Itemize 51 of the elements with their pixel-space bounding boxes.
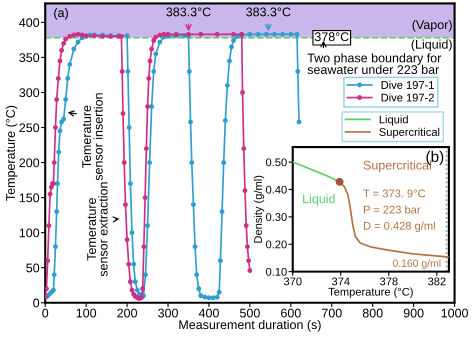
x-tick-label: 800 bbox=[362, 308, 383, 318]
y-tick-label: 400 bbox=[19, 18, 40, 28]
y-tick-label: 0.30 bbox=[266, 213, 287, 221]
annotation: Two phase boundary for seawater under 223 bar bbox=[307, 53, 442, 74]
legend-label: Dive 197-1 bbox=[382, 80, 434, 89]
legend-label: Liquid bbox=[380, 115, 408, 126]
annotation: 383.3°C bbox=[246, 7, 290, 16]
y-tick-label: 350 bbox=[19, 53, 40, 62]
y-tick-label: 200 bbox=[19, 158, 40, 168]
y-tick-label: 50 bbox=[26, 264, 40, 272]
x-tick-label: 900 bbox=[404, 308, 424, 318]
annotation: P = 223 bar bbox=[364, 205, 420, 214]
text: Liquid bbox=[303, 194, 335, 206]
band-label: (Vapor) bbox=[412, 20, 452, 32]
x-tick-label: 382 bbox=[428, 277, 446, 286]
x-axis-title: Measurement duration (s) bbox=[179, 320, 321, 332]
x-tick-label: 700 bbox=[322, 308, 342, 318]
x-tick-label: 378 bbox=[380, 277, 398, 286]
annotation: Temerature sensor extraction bbox=[87, 182, 108, 276]
legend-label: Dive 197-2 bbox=[382, 93, 434, 102]
x-tick-label: 1000 bbox=[442, 308, 468, 318]
x-tick-label: 370 bbox=[284, 277, 302, 286]
x-tick-label: 200 bbox=[117, 308, 138, 318]
annotation: 0.160 g/ml bbox=[392, 259, 440, 269]
annotation: (a) bbox=[54, 8, 68, 20]
y-axis-title: Temperature (°C) bbox=[6, 106, 18, 201]
y-tick-label: 0.10 bbox=[266, 268, 287, 276]
x-tick-label: 100 bbox=[76, 308, 96, 318]
y-tick-label: 100 bbox=[20, 228, 40, 238]
annotation: T = 373. 9°C bbox=[363, 189, 426, 198]
legend-label: Supercritical bbox=[379, 128, 440, 138]
y-tick-label: 300 bbox=[19, 88, 40, 98]
x-tick-label: 0 bbox=[42, 308, 48, 318]
y-tick-label: 0.20 bbox=[266, 240, 287, 248]
y-tick-label: 0.40 bbox=[266, 186, 287, 194]
annotation: Temerature sensor insertion bbox=[82, 93, 103, 180]
x-tick-label: 500 bbox=[240, 308, 260, 318]
x-tick-label: 400 bbox=[198, 308, 219, 318]
y-tick-label: 0 bbox=[33, 298, 40, 308]
ref-line-label: 378°C bbox=[314, 32, 349, 42]
annotation: (Liquid) bbox=[412, 40, 452, 52]
x-tick-label: 300 bbox=[158, 308, 178, 318]
annotation: D = 0.428 g/ml bbox=[364, 222, 435, 232]
x-tick-label: 600 bbox=[281, 308, 301, 318]
y-tick-label: 0.50 bbox=[266, 158, 287, 166]
y-tick-label: 250 bbox=[19, 123, 40, 132]
y-tick-label: 150 bbox=[20, 193, 40, 202]
x-tick-label: 374 bbox=[332, 277, 350, 286]
annotation: 383.3°C bbox=[166, 7, 211, 16]
y-axis-title: Density (g/ml) bbox=[254, 176, 264, 243]
x-axis-title: Temperature (°C) bbox=[328, 288, 413, 298]
